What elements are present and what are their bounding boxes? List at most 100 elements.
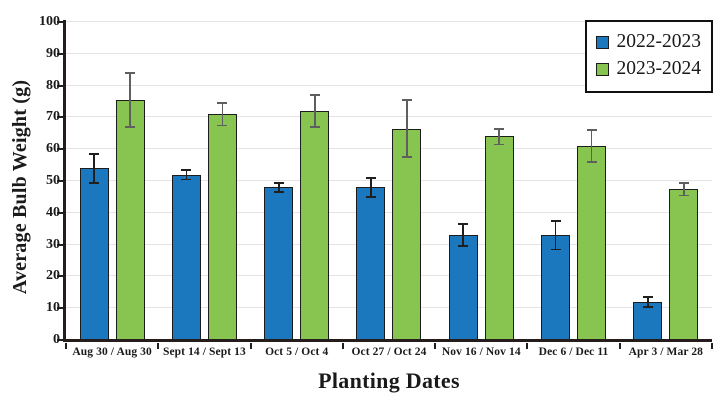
error-bar: [498, 128, 501, 145]
error-cap-bottom: [458, 245, 469, 248]
bar-slot: [669, 22, 699, 340]
bar-slot: [300, 22, 330, 340]
error-bar: [221, 103, 224, 126]
bar-2022-2023: [171, 174, 201, 340]
x-tick-mark: [711, 343, 713, 349]
gridline: [66, 180, 712, 181]
legend-item: 2023-2024: [595, 57, 702, 81]
error-bar: [406, 99, 408, 158]
error-cap-top: [586, 129, 597, 132]
gridline: [66, 307, 712, 309]
error-cap-bottom: [678, 194, 689, 197]
gridline: [66, 21, 712, 22]
bar-2022-2023: [79, 168, 109, 340]
bar-slot: [207, 22, 237, 340]
error-cap-top: [273, 181, 284, 184]
error-bar: [647, 297, 649, 307]
error-cap-bottom: [550, 248, 561, 251]
x-tick-mark: [249, 343, 252, 349]
bar-slot: [79, 22, 109, 340]
legend-item: 2022-2023: [595, 30, 702, 54]
y-axis-tick-labels: 0 10 20 30 40 50 60 70 80 90 100: [0, 15, 60, 347]
bar-2023-2024: [392, 128, 422, 340]
y-tick-mark: [57, 116, 63, 119]
error-bar: [313, 95, 316, 127]
error-cap-bottom: [494, 143, 505, 146]
y-tick-mark: [57, 211, 63, 214]
y-tick-label: 50: [46, 173, 60, 188]
y-tick-label: 40: [46, 204, 60, 220]
error-cap-top: [642, 296, 653, 299]
error-cap-bottom: [365, 196, 376, 198]
error-cap-bottom: [642, 305, 653, 308]
error-bar: [370, 177, 372, 197]
error-bar: [129, 72, 131, 127]
bar-2022-2023: [448, 235, 478, 340]
gridline: [66, 243, 712, 245]
error-cap-bottom: [125, 126, 136, 128]
y-tick-label: 80: [46, 77, 60, 93]
gridline: [66, 211, 712, 213]
error-bar: [554, 220, 557, 250]
bar-slot: [392, 22, 422, 340]
error-cap-bottom: [401, 156, 412, 159]
y-tick-mark: [57, 275, 63, 278]
y-tick-mark: [57, 243, 63, 246]
error-bar: [590, 130, 593, 162]
y-tick-mark: [57, 307, 63, 310]
bar-group: [343, 22, 435, 340]
x-axis-title: Planting Dates: [318, 368, 460, 393]
bar-slot: [484, 22, 514, 340]
x-tick-mark: [526, 343, 529, 349]
legend-swatch-icon: [595, 35, 609, 49]
error-cap-top: [494, 127, 505, 130]
gridline: [66, 148, 712, 150]
error-cap-top: [217, 102, 228, 105]
error-cap-bottom: [586, 161, 597, 163]
bar-group: [527, 22, 619, 340]
error-cap-top: [401, 99, 412, 101]
x-tick-mark: [434, 343, 437, 349]
x-tick-label: Dec 6 / Dec 11: [538, 346, 609, 358]
error-cap-top: [458, 223, 469, 225]
error-cap-top: [309, 94, 320, 97]
error-cap-top: [365, 177, 376, 179]
y-tick-mark: [57, 180, 63, 182]
error-bar: [277, 182, 280, 193]
x-tick-label: Nov 16 / Nov 14: [441, 346, 521, 358]
y-tick-label: 60: [46, 141, 60, 157]
legend-items: 2022-2023 2023-2024: [595, 30, 702, 82]
gridline: [66, 275, 712, 277]
plot-area: [57, 20, 713, 349]
error-cap-top: [89, 153, 100, 155]
x-tick-label: Oct 5 / Oct 4: [265, 346, 329, 358]
legend-swatch-icon: [595, 63, 609, 77]
x-tick-label: Apr 3 / Mar 28: [628, 346, 704, 358]
y-tick-label: 70: [46, 109, 60, 125]
x-axis-line: [63, 339, 712, 342]
x-tick-mark: [618, 343, 621, 349]
y-tick-mark: [57, 339, 63, 341]
y-tick-mark: [57, 52, 63, 55]
gridline: [66, 52, 712, 54]
bar-2023-2024: [577, 146, 607, 340]
bar-2023-2024: [484, 136, 514, 340]
error-cap-bottom: [217, 124, 228, 127]
legend-label: 2022-2023: [616, 31, 702, 52]
bar-2023-2024: [115, 99, 145, 340]
bar-group: [66, 22, 158, 340]
bar-2023-2024: [669, 188, 699, 340]
y-tick-label: 100: [39, 14, 60, 29]
error-bar: [462, 223, 465, 247]
y-tick-mark: [57, 148, 63, 151]
x-tick-label: Oct 27 / Oct 24: [351, 346, 427, 358]
y-tick-label: 90: [46, 45, 60, 61]
bar-slot: [171, 22, 201, 340]
y-tick-label: 20: [46, 268, 60, 284]
gridline: [66, 84, 712, 86]
error-bar: [185, 169, 188, 180]
legend-label: 2023-2024: [616, 58, 702, 80]
bar-group: [251, 22, 343, 340]
y-tick-label: 0: [53, 333, 60, 347]
